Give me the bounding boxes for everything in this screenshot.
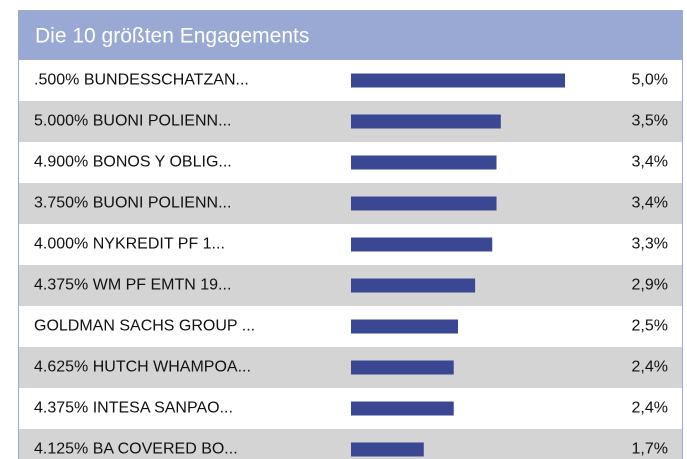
- row-label: .500% BUNDESSCHATZAN...: [34, 72, 249, 89]
- bar: [351, 278, 476, 293]
- row-background: [18, 183, 683, 224]
- value-label: 2,4%: [632, 400, 668, 417]
- chart-title: Die 10 größten Engagements: [35, 25, 309, 48]
- bar: [351, 442, 424, 457]
- value-label: 3,5%: [632, 113, 668, 130]
- header: [18, 10, 683, 60]
- value-label: 5,0%: [632, 72, 668, 89]
- bar: [351, 237, 493, 252]
- bar: [351, 73, 565, 88]
- bar: [351, 319, 458, 334]
- row-label: 4.125% BA COVERED BO...: [34, 441, 238, 458]
- value-label: 2,4%: [632, 359, 668, 376]
- row-label: GOLDMAN SACHS GROUP ...: [34, 318, 255, 335]
- row-label: 3.750% BUONI POLIENN...: [34, 195, 231, 212]
- row-label: 4.375% WM PF EMTN 19...: [34, 277, 231, 294]
- bar: [351, 401, 454, 416]
- value-label: 3,3%: [632, 236, 668, 253]
- row-background: [18, 347, 683, 388]
- row-background: [18, 101, 683, 142]
- value-label: 2,5%: [632, 318, 668, 335]
- row-background: [18, 224, 683, 265]
- row-background: [18, 265, 683, 306]
- row-label: 4.000% NYKREDIT PF 1...: [34, 236, 225, 253]
- bar: [351, 360, 454, 375]
- bar: [351, 155, 497, 170]
- row-background: [18, 388, 683, 429]
- row-label: 4.900% BONOS Y OBLIG...: [34, 154, 232, 171]
- row-background: [18, 306, 683, 347]
- value-label: 3,4%: [632, 154, 668, 171]
- bar: [351, 114, 501, 129]
- row-label: 4.625% HUTCH WHAMPOA...: [34, 359, 251, 376]
- value-label: 2,9%: [632, 277, 668, 294]
- row-background: [18, 60, 683, 101]
- value-label: 1,7%: [632, 441, 668, 458]
- value-label: 3,4%: [632, 195, 668, 212]
- row-label: 5.000% BUONI POLIENN...: [34, 113, 231, 130]
- row-background: [18, 142, 683, 183]
- row-label: 4.375% INTESA SANPAO...: [34, 400, 233, 417]
- bar: [351, 196, 497, 211]
- row-background: [18, 429, 683, 459]
